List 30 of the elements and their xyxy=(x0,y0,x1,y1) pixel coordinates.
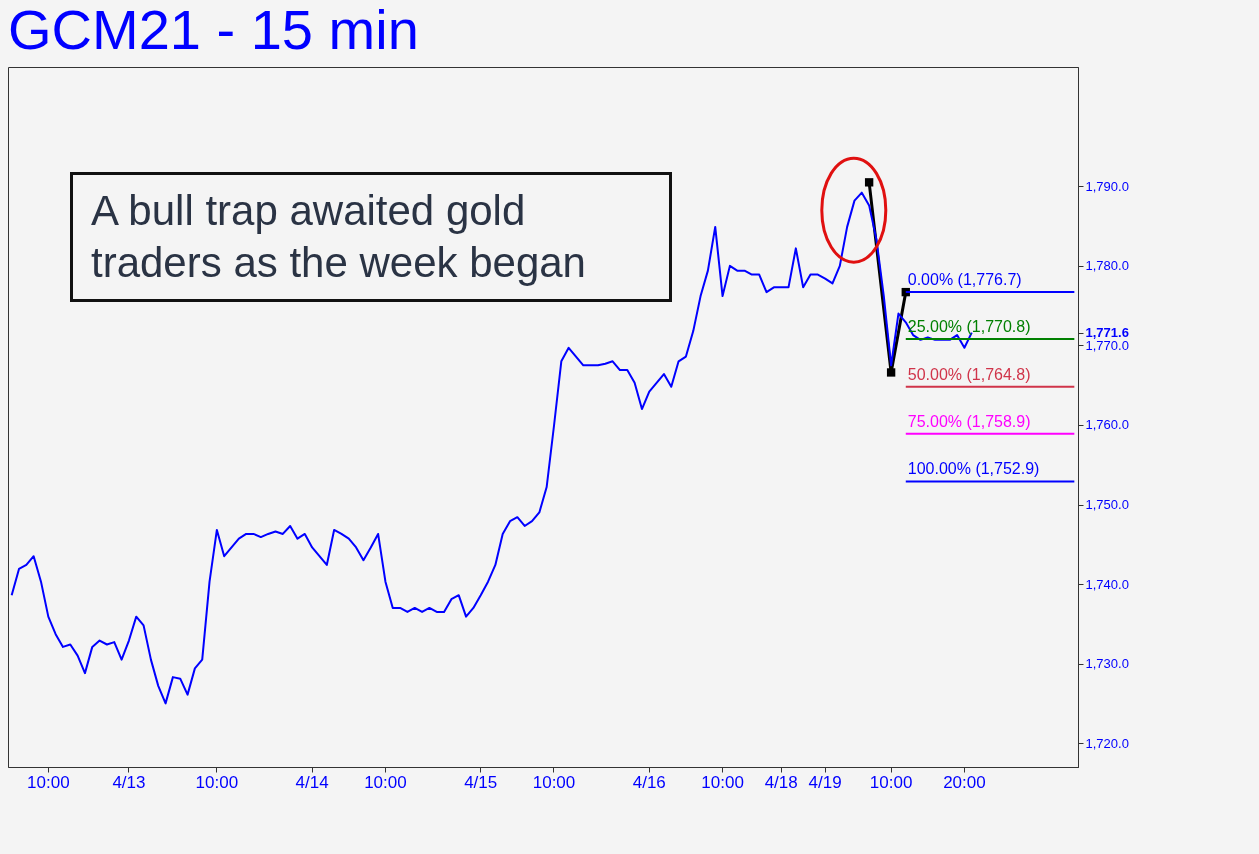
y-tick-label: 1,730.0 xyxy=(1085,656,1129,672)
y-tick-label: 1,740.0 xyxy=(1085,576,1129,592)
x-tick-label: 4/14 xyxy=(295,772,329,792)
ref-line-label: 75.00% (1,758.9) xyxy=(907,412,1031,430)
x-tick-label: 4/19 xyxy=(808,772,842,792)
x-tick-label: 10:00 xyxy=(701,772,744,792)
point xyxy=(864,178,874,187)
y-tick-label: 1,780.0 xyxy=(1085,258,1129,274)
ref-line-label: 100.00% (1,752.9) xyxy=(907,460,1040,478)
ref-line-label: 0.00% (1,776.7) xyxy=(907,271,1022,289)
x-tick-label: 4/18 xyxy=(764,772,798,792)
x-tick-label: 10:00 xyxy=(869,772,913,792)
point xyxy=(886,368,896,377)
y-tick-label: 1,771.6 xyxy=(1085,325,1129,341)
chart-title: GCM21 - 15 min xyxy=(8,0,419,61)
y-tick-label: 1,790.0 xyxy=(1085,178,1129,194)
ref-line-label: 25.00% (1,770.8) xyxy=(907,318,1031,336)
y-tick-label: 1,760.0 xyxy=(1085,417,1129,433)
x-tick-label: 4/16 xyxy=(632,772,666,792)
x-tick-label: 20:00 xyxy=(943,772,986,792)
y-tick-label: 1,750.0 xyxy=(1085,497,1129,512)
x-tick-label: 10:00 xyxy=(364,772,407,792)
ref-line-label: 50.00% (1,764.8) xyxy=(907,365,1031,383)
x-tick-label: 10:00 xyxy=(532,772,576,792)
x-tick-label: 4/13 xyxy=(112,772,146,792)
y-tick-label: 1,720.0 xyxy=(1085,735,1129,751)
x-tick-label: 10:00 xyxy=(27,772,70,792)
x-tick-label: 4/15 xyxy=(464,772,498,792)
x-tick-label: 10:00 xyxy=(195,772,239,792)
annotation: A bull trap awaited gold traders as the week began xyxy=(70,172,672,302)
